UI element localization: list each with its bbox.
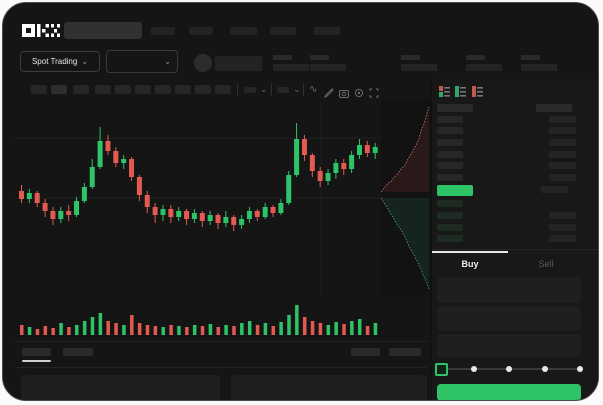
bottom-tab-active[interactable]	[22, 348, 51, 356]
ask-row[interactable]	[437, 126, 581, 135]
bottom-panel-right	[231, 375, 427, 400]
order-book-panel: Buy Sell	[431, 79, 598, 400]
okx-logo-icon	[22, 24, 60, 37]
last-price-badge	[437, 185, 473, 196]
chevron-down-icon: ⌄	[81, 56, 89, 66]
chevron-down-icon[interactable]: ⌄	[293, 84, 301, 94]
amount-input[interactable]	[437, 306, 581, 331]
tab-sell[interactable]: Sell	[508, 251, 584, 275]
bid-row[interactable]	[437, 223, 581, 232]
search-input[interactable]	[64, 22, 142, 39]
timeframe-button-2[interactable]	[51, 85, 67, 94]
last-price-amount-placeholder	[541, 186, 568, 193]
ask-row[interactable]	[437, 150, 581, 159]
nav-item-4[interactable]	[270, 27, 296, 35]
divider	[15, 341, 427, 342]
ask-row[interactable]	[437, 115, 581, 124]
tab-buy-label: Buy	[461, 259, 479, 269]
timeframe-button-3[interactable]	[73, 85, 89, 94]
nav-item-1[interactable]	[151, 27, 175, 35]
timeframe-button-10[interactable]	[215, 85, 231, 94]
bid-row[interactable]	[437, 234, 581, 243]
order-side-tabs: Buy Sell	[432, 251, 598, 275]
ask-row[interactable]	[437, 138, 581, 147]
volume-chart	[15, 299, 381, 337]
timeframe-button-5[interactable]	[115, 85, 131, 94]
ticker-stat-5	[521, 54, 577, 74]
active-tab-underline	[22, 360, 51, 362]
slider-step-50[interactable]	[506, 366, 512, 372]
toolbar-divider	[303, 83, 304, 96]
slider-step-100[interactable]	[577, 366, 583, 372]
timeframe-button-8[interactable]	[175, 85, 191, 94]
nav-item-2[interactable]	[189, 27, 213, 35]
ticker-stat-3	[401, 54, 457, 74]
indicator-selector[interactable]	[244, 87, 256, 93]
market-type-dropdown[interactable]: Spot Trading ⌄	[20, 51, 100, 72]
orderbook-asks-only-icon[interactable]	[472, 85, 484, 97]
draw-pencil-icon[interactable]	[323, 85, 334, 103]
candlestick-chart	[15, 103, 381, 295]
trading-app-window: Spot Trading ⌄ ⌄ ⌄ ⌄ ∿	[2, 2, 599, 401]
bottom-tab-right-2[interactable]	[389, 348, 421, 356]
ask-row[interactable]	[437, 161, 581, 170]
ticker-stat-2	[310, 54, 366, 74]
ticker-stat-1	[273, 54, 329, 74]
toolbar-divider	[237, 83, 238, 96]
orderbook-bids-only-icon[interactable]	[455, 85, 467, 97]
bottom-tab-right-1[interactable]	[351, 348, 380, 356]
timeframe-button-6[interactable]	[135, 85, 151, 94]
coin-icon	[194, 54, 212, 72]
okx-logo[interactable]	[22, 23, 60, 38]
chevron-down-icon: ⌄	[164, 56, 171, 66]
bid-row[interactable]	[437, 199, 581, 208]
buy-submit-button[interactable]	[437, 384, 581, 400]
total-input[interactable]	[437, 334, 581, 357]
price-input[interactable]	[437, 277, 581, 303]
ask-row[interactable]	[437, 173, 581, 182]
tab-buy[interactable]: Buy	[432, 251, 508, 275]
pair-name-placeholder	[215, 56, 262, 71]
bottom-panel-left	[21, 375, 220, 400]
bottom-tab-2[interactable]	[63, 348, 93, 356]
pair-selector-dropdown[interactable]: ⌄	[106, 50, 178, 73]
chevron-down-icon[interactable]: ⌄	[260, 84, 268, 94]
timeframe-button-4[interactable]	[95, 85, 111, 94]
bid-row[interactable]	[437, 211, 581, 220]
timeframe-button-7[interactable]	[155, 85, 171, 94]
orderbook-header-amount	[536, 104, 572, 112]
percent-slider-handle[interactable]	[435, 363, 448, 376]
slider-step-25[interactable]	[471, 366, 477, 372]
depth-chart	[380, 99, 431, 295]
timeframe-button-1[interactable]	[31, 85, 47, 94]
divider	[15, 367, 427, 368]
indicator-wave-icon[interactable]: ∿	[309, 84, 318, 95]
nav-item-3[interactable]	[230, 27, 257, 35]
tab-sell-label: Sell	[538, 259, 554, 269]
nav-item-5[interactable]	[314, 27, 340, 35]
divider	[432, 249, 598, 250]
chart-style-selector[interactable]	[277, 87, 289, 93]
market-type-label: Spot Trading	[31, 57, 78, 66]
orderbook-header-price	[437, 104, 473, 112]
toolbar-divider	[271, 83, 272, 96]
orderbook-combined-icon[interactable]	[439, 85, 451, 97]
ticker-stat-4	[466, 54, 522, 74]
timeframe-button-9[interactable]	[195, 85, 211, 94]
settings-gear-icon[interactable]	[354, 85, 364, 103]
fullscreen-expand-icon[interactable]	[369, 85, 379, 103]
camera-icon[interactable]	[339, 85, 349, 103]
slider-step-75[interactable]	[542, 366, 548, 372]
